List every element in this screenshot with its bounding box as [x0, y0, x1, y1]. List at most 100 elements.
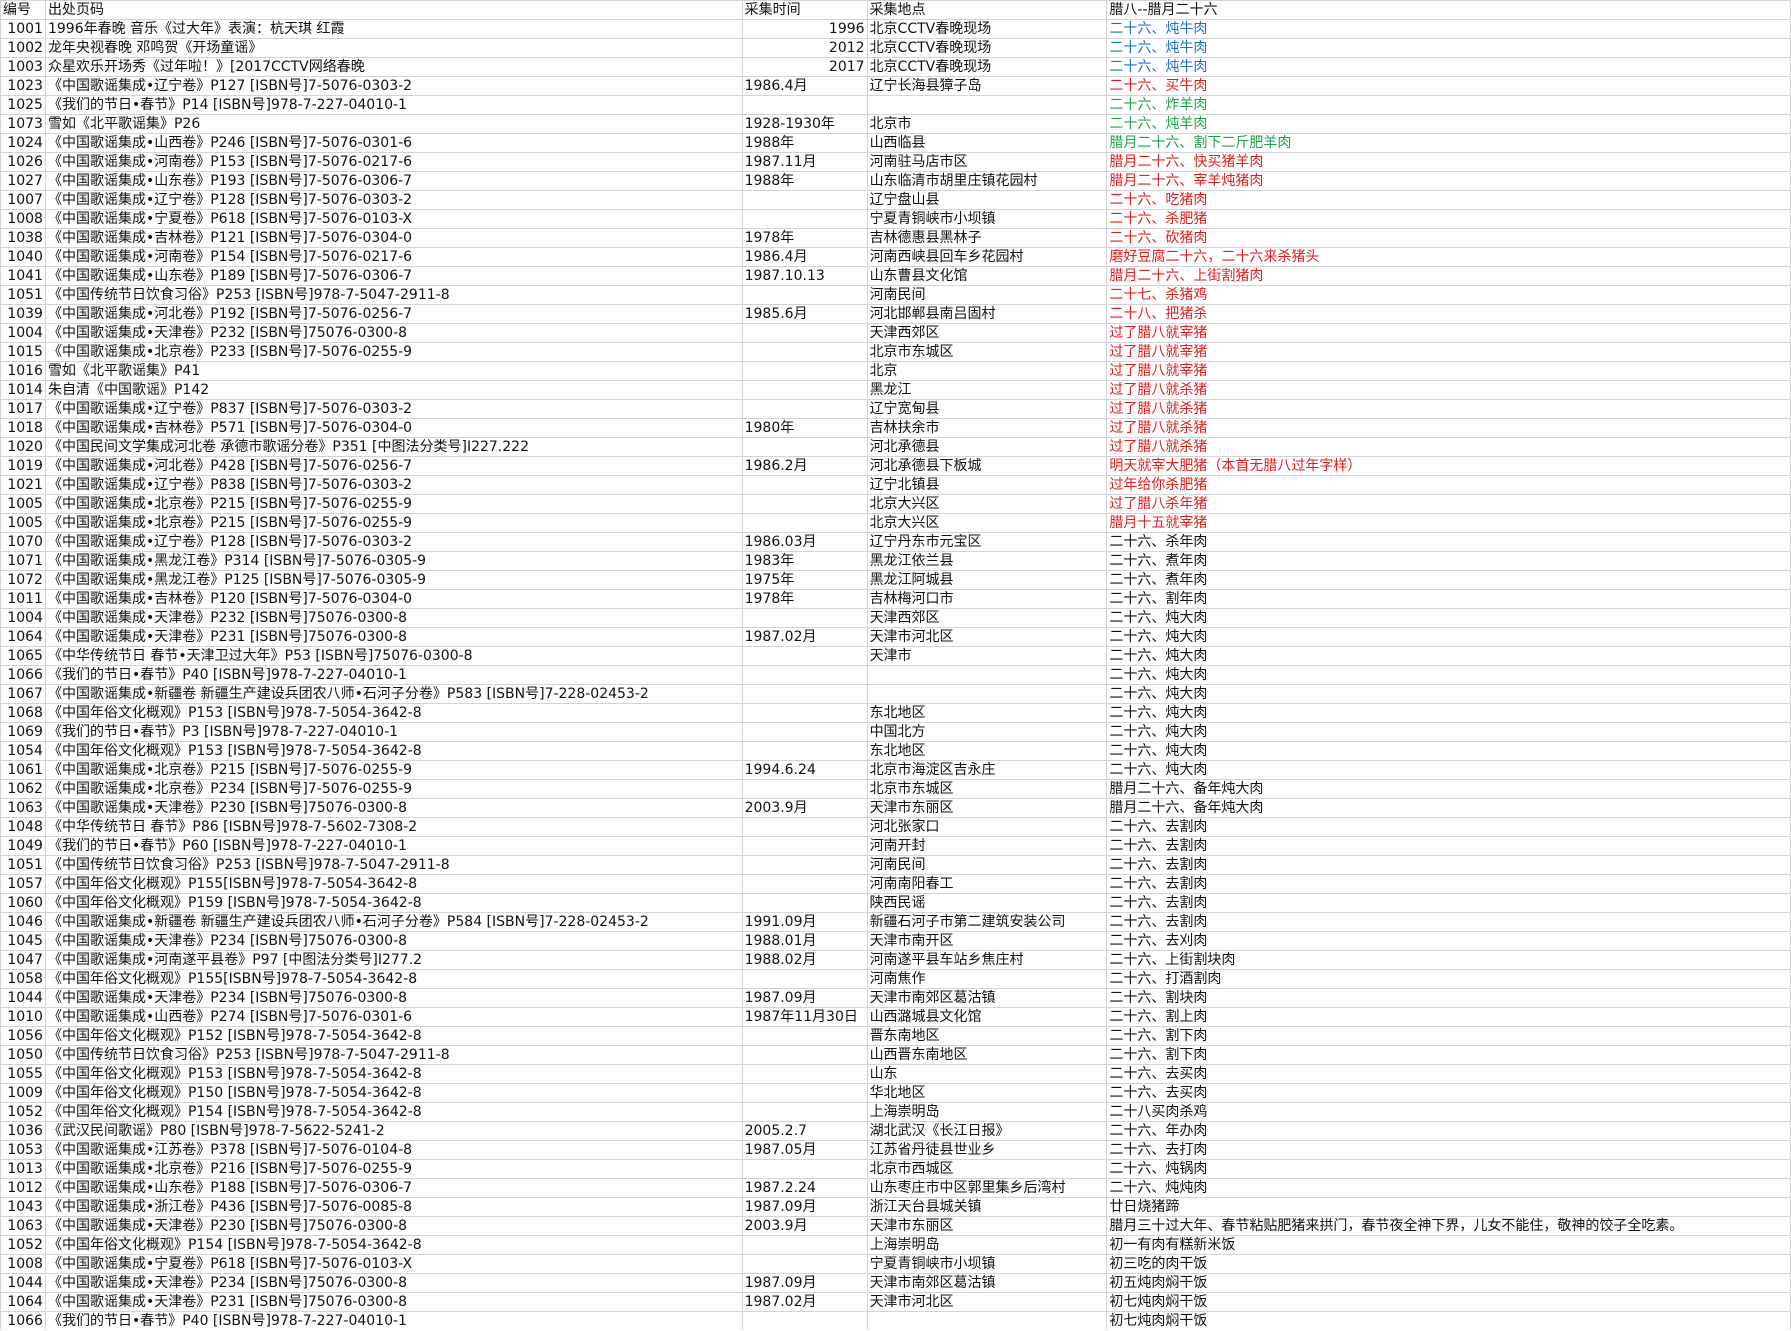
- cell-time[interactable]: [741, 741, 868, 761]
- cell-source[interactable]: 《中国传统节日饮食习俗》P253 [ISBN号]978-7-5047-2911-…: [44, 855, 743, 875]
- cell-time[interactable]: [741, 684, 868, 704]
- cell-place[interactable]: 北京市西城区: [866, 1159, 1108, 1179]
- cell-place[interactable]: 上海崇明岛: [866, 1102, 1108, 1122]
- cell-custom[interactable]: 腊月二十六、备年炖大肉: [1106, 779, 1791, 799]
- cell-time[interactable]: 1983年: [741, 551, 868, 571]
- cell-time[interactable]: [741, 95, 868, 115]
- cell-custom[interactable]: 过了腊八就宰猪: [1106, 342, 1791, 362]
- header-time[interactable]: 采集时间: [741, 0, 868, 20]
- cell-place[interactable]: 新疆石河子市第二建筑安装公司: [866, 912, 1108, 932]
- cell-place[interactable]: [866, 684, 1108, 704]
- cell-place[interactable]: 华北地区: [866, 1083, 1108, 1103]
- cell-time[interactable]: 1986.2月: [741, 456, 868, 476]
- cell-id[interactable]: 1070: [0, 532, 46, 552]
- cell-source[interactable]: 《中国歌谣集成•浙江卷》P436 [ISBN号]7-5076-0085-8: [44, 1197, 743, 1217]
- cell-time[interactable]: 1991.09月: [741, 912, 868, 932]
- cell-id[interactable]: 1012: [0, 1178, 46, 1198]
- cell-custom[interactable]: 二十六、炖牛肉: [1106, 19, 1791, 39]
- cell-time[interactable]: 1978年: [741, 589, 868, 609]
- cell-time[interactable]: [741, 646, 868, 666]
- cell-custom[interactable]: 初七炖肉焖干饭: [1106, 1292, 1791, 1312]
- cell-time[interactable]: 1987.10.13: [741, 266, 868, 286]
- cell-time[interactable]: 1988.01月: [741, 931, 868, 951]
- cell-place[interactable]: [866, 1311, 1108, 1330]
- cell-custom[interactable]: 二十六、割下肉: [1106, 1026, 1791, 1046]
- cell-id[interactable]: 1038: [0, 228, 46, 248]
- cell-id[interactable]: 1047: [0, 950, 46, 970]
- cell-place[interactable]: 中国北方: [866, 722, 1108, 742]
- cell-source[interactable]: 《中国歌谣集成•河北卷》P192 [ISBN号]7-5076-0256-7: [44, 304, 743, 324]
- cell-source[interactable]: 《中国歌谣集成•天津卷》P231 [ISBN号]75076-0300-8: [44, 1292, 743, 1312]
- cell-custom[interactable]: 二十六、炖大肉: [1106, 684, 1791, 704]
- cell-custom[interactable]: 二十六、炖大肉: [1106, 627, 1791, 647]
- cell-source[interactable]: 《中国年俗文化概观》P155[ISBN号]978-7-5054-3642-8: [44, 874, 743, 894]
- cell-id[interactable]: 1027: [0, 171, 46, 191]
- cell-custom[interactable]: 二十六、炖大肉: [1106, 665, 1791, 685]
- cell-custom[interactable]: 过了腊八就宰猪: [1106, 361, 1791, 381]
- cell-time[interactable]: [741, 703, 868, 723]
- cell-time[interactable]: [741, 779, 868, 799]
- cell-custom[interactable]: 二十六、去刈肉: [1106, 931, 1791, 951]
- cell-source[interactable]: 《中国年俗文化概观》P150 [ISBN号]978-7-5054-3642-8: [44, 1083, 743, 1103]
- cell-place[interactable]: 河南开封: [866, 836, 1108, 856]
- cell-custom[interactable]: 二十六、去打肉: [1106, 1140, 1791, 1160]
- cell-source[interactable]: 《中国歌谣集成•河南卷》P153 [ISBN号]7-5076-0217-6: [44, 152, 743, 172]
- cell-source[interactable]: 《中国歌谣集成•新疆卷 新疆生产建设兵团农八师•石河子分卷》P584 [ISBN…: [44, 912, 743, 932]
- cell-time[interactable]: 2005.2.7: [741, 1121, 868, 1141]
- cell-source[interactable]: 《中国年俗文化概观》P159 [ISBN号]978-7-5054-3642-8: [44, 893, 743, 913]
- cell-custom[interactable]: 腊月二十六、备年炖大肉: [1106, 798, 1791, 818]
- cell-source[interactable]: 《武汉民间歌谣》P80 [ISBN号]978-7-5622-5241-2: [44, 1121, 743, 1141]
- cell-place[interactable]: [866, 95, 1108, 115]
- cell-place[interactable]: 辽宁长海县獐子岛: [866, 76, 1108, 96]
- cell-time[interactable]: [741, 817, 868, 837]
- header-source[interactable]: 出处页码: [44, 0, 743, 20]
- cell-custom[interactable]: 二十六、杀年肉: [1106, 532, 1791, 552]
- cell-place[interactable]: 山东临清市胡里庄镇花园村: [866, 171, 1108, 191]
- cell-id[interactable]: 1011: [0, 589, 46, 609]
- cell-id[interactable]: 1065: [0, 646, 46, 666]
- cell-custom[interactable]: 二十七、杀猪鸡: [1106, 285, 1791, 305]
- cell-source[interactable]: 《中国歌谣集成•天津卷》P231 [ISBN号]75076-0300-8: [44, 627, 743, 647]
- cell-source[interactable]: 《中国歌谣集成•辽宁卷》P127 [ISBN号]7-5076-0303-2: [44, 76, 743, 96]
- cell-source[interactable]: 《中国歌谣集成•山西卷》P246 [ISBN号]7-5076-0301-6: [44, 133, 743, 153]
- cell-id[interactable]: 1060: [0, 893, 46, 913]
- cell-source[interactable]: 《中国歌谣集成•北京卷》P215 [ISBN号]7-5076-0255-9: [44, 513, 743, 533]
- cell-place[interactable]: 北京大兴区: [866, 494, 1108, 514]
- cell-place[interactable]: 吉林扶余市: [866, 418, 1108, 438]
- cell-id[interactable]: 1010: [0, 1007, 46, 1027]
- cell-id[interactable]: 1064: [0, 627, 46, 647]
- cell-id[interactable]: 1016: [0, 361, 46, 381]
- cell-place[interactable]: 北京市东城区: [866, 342, 1108, 362]
- cell-source[interactable]: 《中国歌谣集成•山东卷》P188 [ISBN号]7-5076-0306-7: [44, 1178, 743, 1198]
- cell-time[interactable]: 1996: [741, 19, 868, 39]
- cell-source[interactable]: 《中国歌谣集成•北京卷》P234 [ISBN号]7-5076-0255-9: [44, 779, 743, 799]
- cell-place[interactable]: 山西潞城县文化馆: [866, 1007, 1108, 1027]
- cell-id[interactable]: 1043: [0, 1197, 46, 1217]
- cell-time[interactable]: [741, 342, 868, 362]
- cell-id[interactable]: 1063: [0, 798, 46, 818]
- cell-id[interactable]: 1019: [0, 456, 46, 476]
- cell-custom[interactable]: 初一有肉有糕新米饭: [1106, 1235, 1791, 1255]
- cell-custom[interactable]: 过了腊八就杀猪: [1106, 380, 1791, 400]
- cell-source[interactable]: 《中国歌谣集成•天津卷》P234 [ISBN号]75076-0300-8: [44, 931, 743, 951]
- cell-id[interactable]: 1020: [0, 437, 46, 457]
- cell-id[interactable]: 1001: [0, 19, 46, 39]
- cell-source[interactable]: 《中国歌谣集成•辽宁卷》P838 [ISBN号]7-5076-0303-2: [44, 475, 743, 495]
- cell-custom[interactable]: 二十六、割下肉: [1106, 1045, 1791, 1065]
- cell-source[interactable]: 《中国歌谣集成•辽宁卷》P128 [ISBN号]7-5076-0303-2: [44, 532, 743, 552]
- cell-time[interactable]: 1987.09月: [741, 988, 868, 1008]
- cell-source[interactable]: 《中国歌谣集成•辽宁卷》P837 [ISBN号]7-5076-0303-2: [44, 399, 743, 419]
- cell-source[interactable]: 《中国传统节日饮食习俗》P253 [ISBN号]978-7-5047-2911-…: [44, 285, 743, 305]
- cell-place[interactable]: 北京大兴区: [866, 513, 1108, 533]
- cell-time[interactable]: [741, 1045, 868, 1065]
- cell-source[interactable]: 《中国年俗文化概观》P155[ISBN号]978-7-5054-3642-8: [44, 969, 743, 989]
- cell-time[interactable]: [741, 855, 868, 875]
- cell-place[interactable]: 山东: [866, 1064, 1108, 1084]
- cell-custom[interactable]: 腊月十五就宰猪: [1106, 513, 1791, 533]
- cell-time[interactable]: 2017: [741, 57, 868, 77]
- cell-place[interactable]: 北京市海淀区吉永庄: [866, 760, 1108, 780]
- cell-id[interactable]: 1072: [0, 570, 46, 590]
- header-place[interactable]: 采集地点: [866, 0, 1108, 20]
- cell-time[interactable]: 1986.4月: [741, 76, 868, 96]
- cell-custom[interactable]: 过了腊八就杀猪: [1106, 418, 1791, 438]
